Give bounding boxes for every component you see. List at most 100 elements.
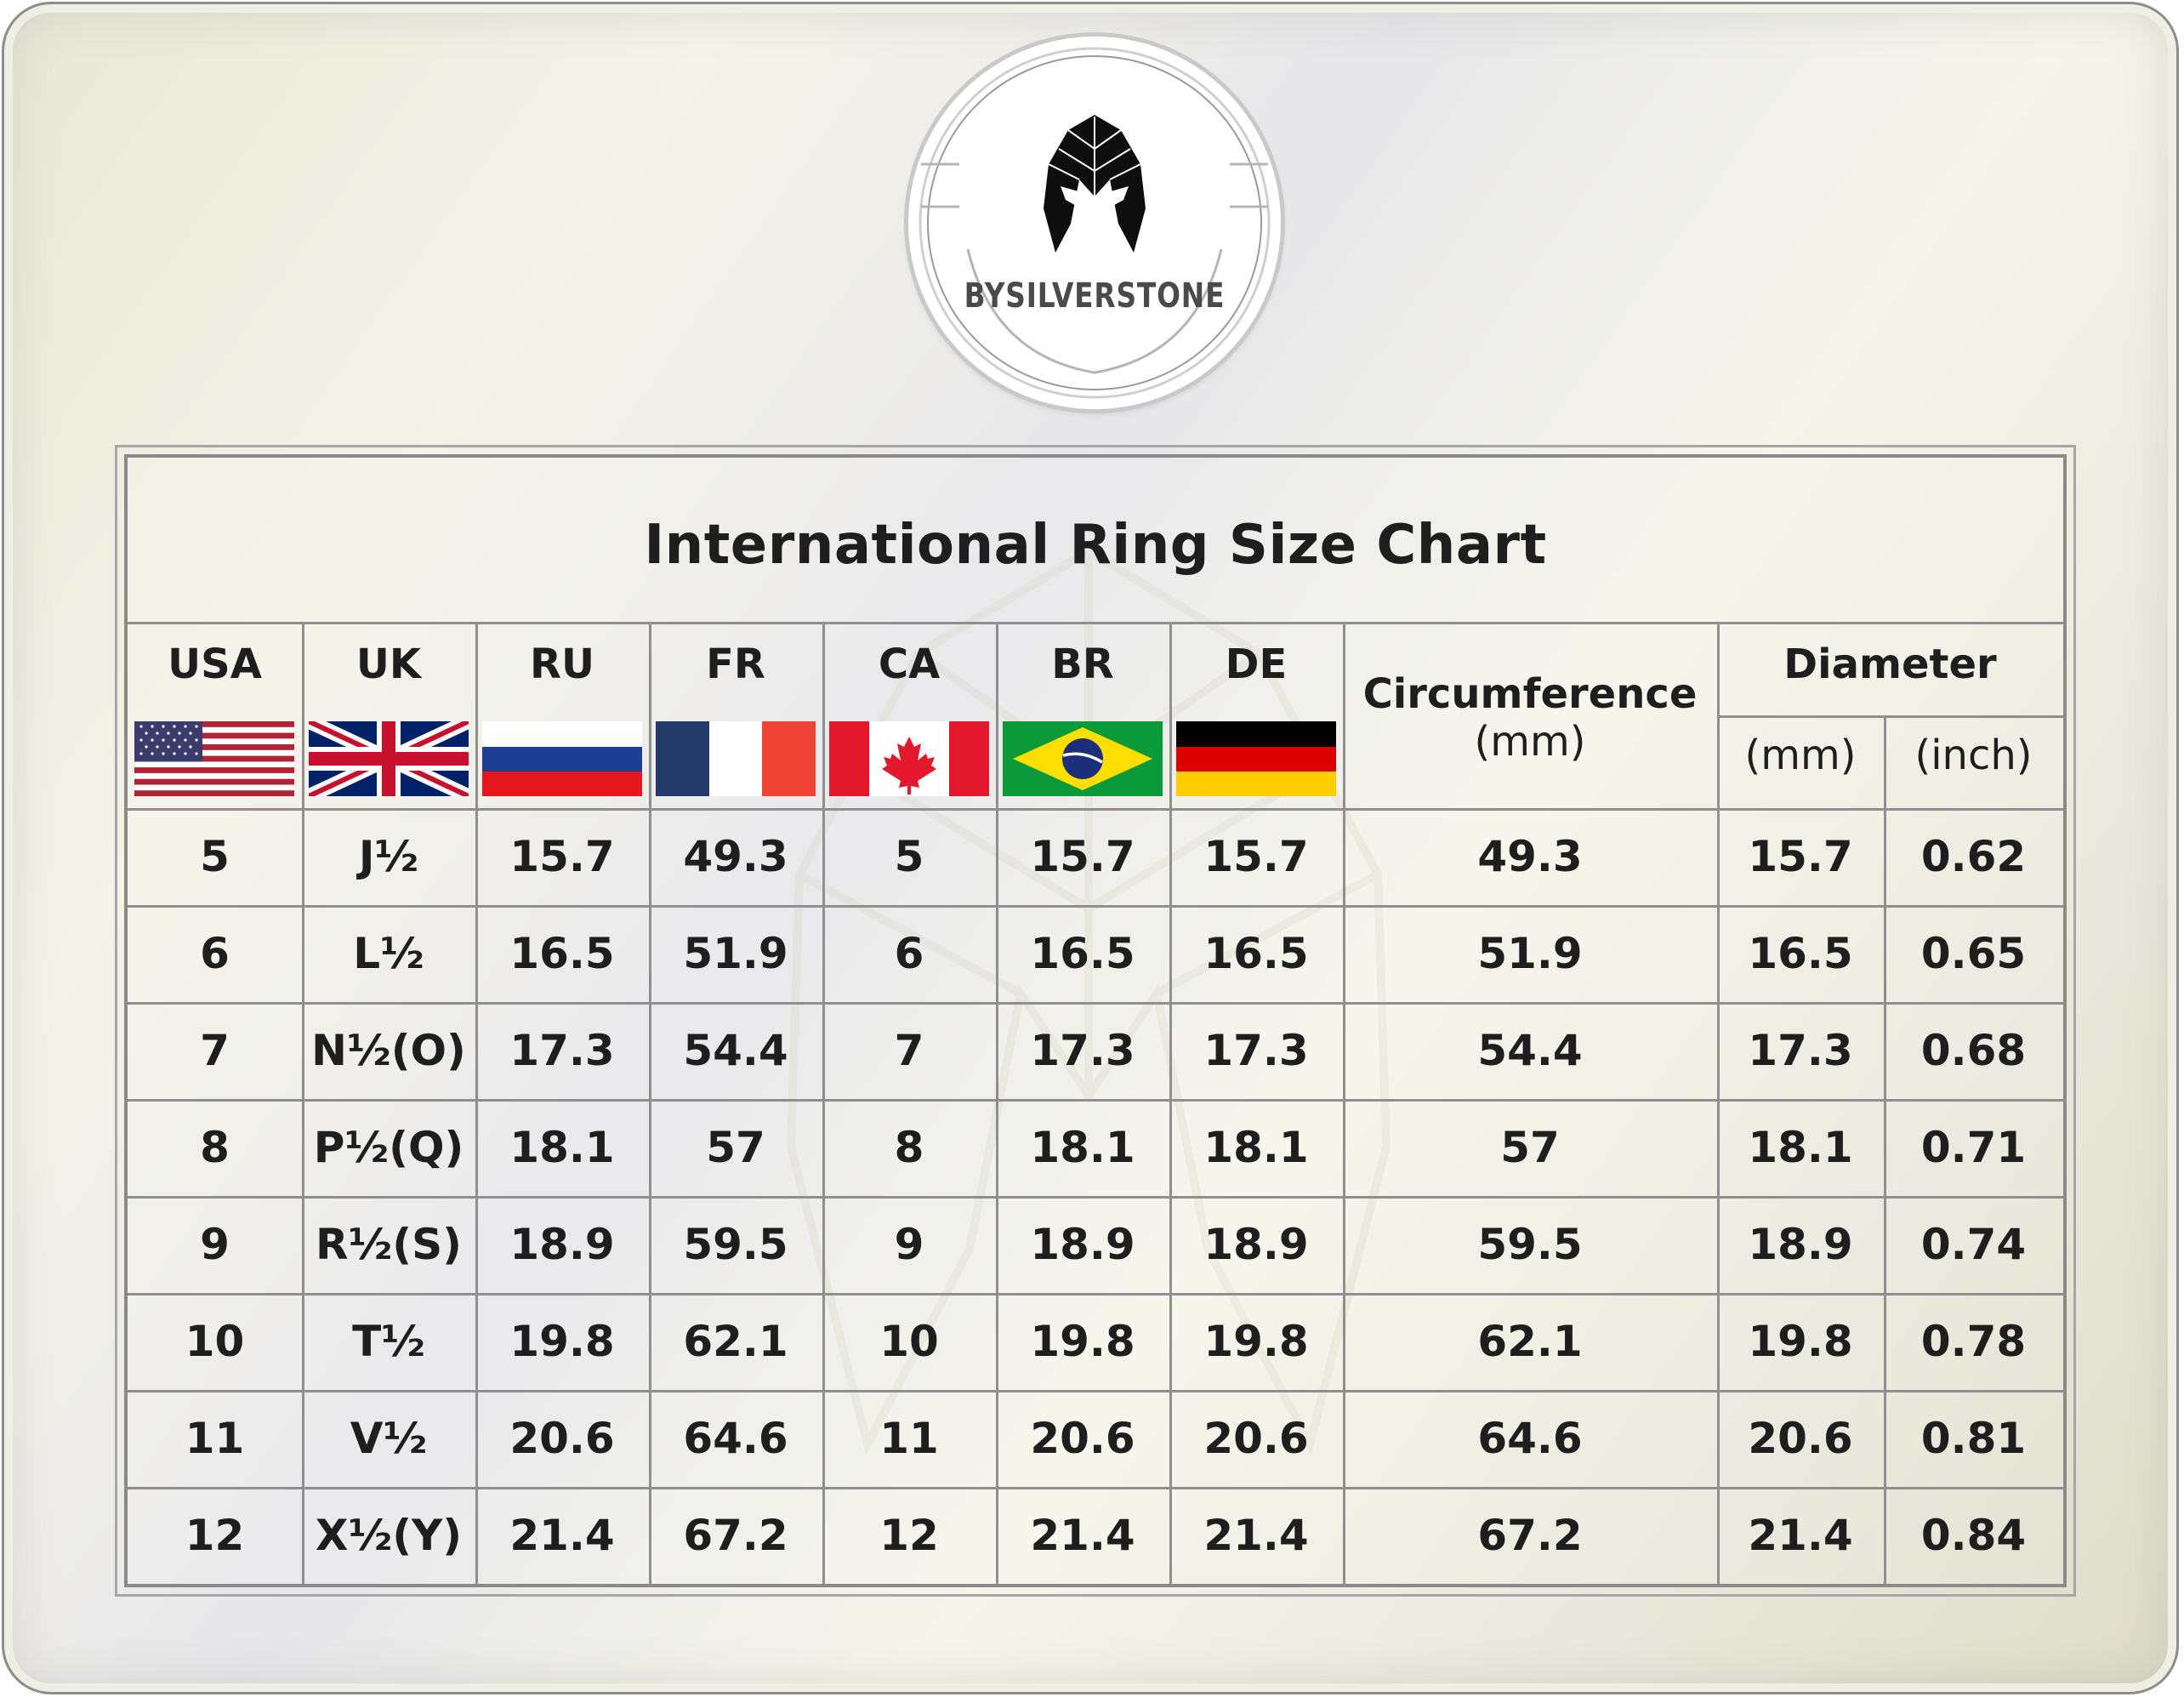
header-de: DE [1225,641,1288,688]
uk-flag-icon [309,721,469,796]
grid-line [128,622,2063,624]
grid-line [128,1487,2063,1489]
cell-circ-row-8: 67.2 [1477,1511,1583,1560]
cell-de-row-7: 20.6 [1203,1414,1309,1463]
grid-line [1717,622,1720,1584]
cell-dia_in-row-1: 0.62 [1920,832,2027,881]
cell-uk-row-4: P½(Q) [313,1123,464,1172]
cell-de-row-3: 17.3 [1203,1026,1309,1075]
cell-fr-row-3: 54.4 [683,1026,788,1075]
cell-ca-row-7: 11 [879,1414,939,1463]
france-flag-icon [656,721,816,796]
cell-uk-row-1: J½ [358,832,419,881]
header-fr: FR [706,641,765,688]
cell-dia_mm-row-7: 20.6 [1748,1414,1853,1463]
cell-br-row-7: 20.6 [1030,1414,1135,1463]
russia-flag-icon [482,721,642,796]
spartan-helmet-icon [1044,115,1146,253]
grid-line [822,622,825,1584]
cell-circ-row-5: 59.5 [1477,1220,1583,1269]
cell-uk-row-5: R½(S) [316,1220,462,1269]
cell-de-row-4: 18.1 [1203,1123,1309,1172]
cell-uk-row-6: T½ [352,1317,425,1366]
cell-ru-row-6: 19.8 [509,1317,615,1366]
germany-flag-icon [1176,721,1336,796]
cell-dia_mm-row-2: 16.5 [1748,929,1853,978]
cell-de-row-5: 18.9 [1203,1220,1309,1269]
cell-dia_in-row-8: 0.84 [1920,1511,2027,1560]
ring-size-table-frame: International Ring Size Chart USA UK RU … [115,445,2076,1597]
grid-line [1884,715,1886,1584]
cell-ca-row-5: 9 [894,1220,924,1269]
cell-dia_mm-row-6: 19.8 [1748,1317,1853,1366]
cell-uk-row-7: V½ [350,1414,428,1463]
cell-dia_mm-row-5: 18.9 [1748,1220,1853,1269]
brazil-flag-icon [1003,721,1163,796]
brand-name: BYSILVERSTONE [964,276,1226,316]
cell-circ-row-3: 54.4 [1477,1026,1583,1075]
cell-dia_mm-row-3: 17.3 [1748,1026,1853,1075]
cell-de-row-6: 19.8 [1203,1317,1309,1366]
brand-logo: BYSILVERSTONE [908,37,1281,409]
grid-line [128,1293,2063,1296]
cell-br-row-3: 17.3 [1030,1026,1135,1075]
cell-dia_mm-row-4: 18.1 [1748,1123,1853,1172]
cell-usa-row-3: 7 [200,1026,230,1075]
cell-dia_in-row-7: 0.81 [1920,1414,2027,1463]
header-usa: USA [168,641,262,688]
cell-ca-row-3: 7 [894,1026,924,1075]
cell-br-row-4: 18.1 [1030,1123,1135,1172]
cell-usa-row-8: 12 [185,1511,245,1560]
cell-ru-row-4: 18.1 [509,1123,615,1172]
cell-ru-row-5: 18.9 [509,1220,615,1269]
cell-de-row-2: 16.5 [1203,929,1309,978]
grid-line [128,1390,2063,1392]
header-circumference-unit: (mm) [1474,718,1586,766]
cell-usa-row-2: 6 [200,929,230,978]
cell-uk-row-2: L½ [353,929,424,978]
cell-de-row-8: 21.4 [1203,1511,1309,1560]
cell-circ-row-6: 62.1 [1477,1317,1583,1366]
cell-usa-row-1: 5 [200,832,230,881]
cell-dia_mm-row-8: 21.4 [1748,1511,1853,1560]
header-circumference: Circumference [1362,670,1698,718]
cell-ca-row-1: 5 [894,832,924,881]
cell-br-row-1: 15.7 [1030,832,1135,881]
cell-ru-row-2: 16.5 [509,929,615,978]
cell-ca-row-2: 6 [894,929,924,978]
header-diameter-inch: (inch) [1914,732,2033,779]
header-diameter: Diameter [1783,641,1997,688]
cell-dia_in-row-6: 0.78 [1920,1317,2027,1366]
canada-flag-icon [829,721,989,796]
cell-uk-row-3: N½(O) [311,1026,466,1075]
cell-usa-row-7: 11 [185,1414,245,1463]
cell-br-row-8: 21.4 [1030,1511,1135,1560]
cell-uk-row-8: X½(Y) [315,1511,463,1560]
grid-line [128,1196,2063,1199]
cell-ru-row-8: 21.4 [509,1511,615,1560]
cell-fr-row-6: 62.1 [683,1317,788,1366]
cell-dia_in-row-3: 0.68 [1920,1026,2027,1075]
ring-size-table: International Ring Size Chart USA UK RU … [124,454,2067,1587]
grid-line [475,622,478,1584]
usa-flag-icon [134,721,294,796]
cell-circ-row-4: 57 [1500,1123,1560,1172]
cell-fr-row-1: 49.3 [683,832,788,881]
cell-dia_in-row-2: 0.65 [1920,929,2027,978]
cell-usa-row-6: 10 [185,1317,245,1366]
cell-usa-row-5: 9 [200,1220,230,1269]
cell-usa-row-4: 8 [200,1123,230,1172]
cell-ca-row-8: 12 [879,1511,939,1560]
header-ru: RU [530,641,594,688]
cell-de-row-1: 15.7 [1203,832,1309,881]
cell-br-row-5: 18.9 [1030,1220,1135,1269]
cell-fr-row-2: 51.9 [683,929,788,978]
cell-ca-row-4: 8 [894,1123,924,1172]
header-diameter-mm: (mm) [1744,732,1857,779]
cell-dia_in-row-4: 0.71 [1920,1123,2027,1172]
cell-circ-row-2: 51.9 [1477,929,1583,978]
cell-br-row-2: 16.5 [1030,929,1135,978]
grid-line [996,622,998,1584]
grid-line [128,1002,2063,1005]
